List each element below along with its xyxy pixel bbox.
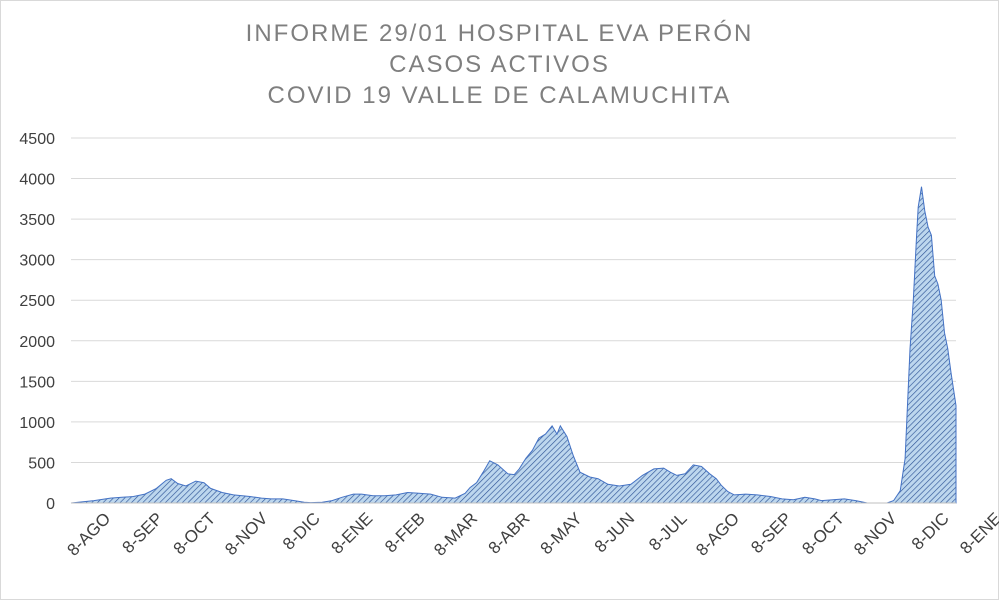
x-tick-label: 8-ENE — [956, 509, 999, 558]
y-tick-label: 3000 — [19, 253, 55, 270]
y-tick-label: 1000 — [19, 415, 55, 432]
chart-title: INFORME 29/01 HOSPITAL EVA PERÓN CASOS A… — [0, 18, 999, 111]
x-tick-label: 8-OCT — [798, 509, 847, 558]
x-tick-label: 8-NOV — [850, 508, 901, 559]
y-tick-label: 3500 — [19, 212, 55, 229]
chart-title-line-2: CASOS ACTIVOS — [389, 51, 610, 78]
gridlines — [71, 137, 956, 463]
y-tick-label: 1500 — [19, 374, 55, 391]
y-tick-label: 2500 — [19, 293, 55, 310]
x-axis: 8-AGO 8-SEP 8-OCT 8-NOV 8-DIC 8-ENE 8-FEB 8-MAR… — [63, 508, 999, 559]
x-tick-label: 8-AGO — [692, 509, 743, 560]
x-tick-label: 8-OCT — [170, 509, 219, 558]
x-tick-label: 8-MAY — [537, 509, 586, 558]
x-tick-label: 8-AGO — [63, 509, 114, 560]
x-tick-label: 8-NOV — [221, 508, 272, 559]
y-tick-label: 4000 — [19, 172, 55, 189]
x-tick-label: 8-SEP — [119, 509, 167, 557]
y-tick-label: 2000 — [19, 334, 55, 351]
x-tick-label: 8-FEB — [381, 509, 429, 557]
y-tick-label: 0 — [46, 496, 55, 513]
series-area — [70, 186, 957, 504]
x-tick-label: 8-JUL — [645, 509, 691, 555]
y-tick-label: 4500 — [19, 131, 55, 148]
chart-title-line-1: INFORME 29/01 HOSPITAL EVA PERÓN — [245, 20, 754, 47]
x-tick-label: 8-ABR — [485, 509, 534, 558]
y-tick-label: 500 — [28, 455, 55, 472]
chart-title-line-3: COVID 19 VALLE DE CALAMUCHITA — [267, 82, 732, 109]
x-tick-label: 8-DIC — [908, 509, 953, 554]
x-tick-label: 8-DIC — [279, 509, 324, 554]
y-axis: 0 500 1000 1500 2000 2500 3000 3500 4000 4500 — [19, 131, 55, 513]
series-area-path — [70, 186, 957, 504]
x-tick-label: 8-ENE — [327, 509, 376, 558]
x-tick-label: 8-JUN — [591, 509, 638, 556]
x-tick-label: 8-SEP — [747, 509, 795, 557]
x-tick-label: 8-MAR — [430, 509, 481, 560]
